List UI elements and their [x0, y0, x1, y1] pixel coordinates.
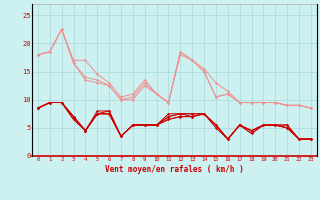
X-axis label: Vent moyen/en rafales ( km/h ): Vent moyen/en rafales ( km/h )	[105, 165, 244, 174]
